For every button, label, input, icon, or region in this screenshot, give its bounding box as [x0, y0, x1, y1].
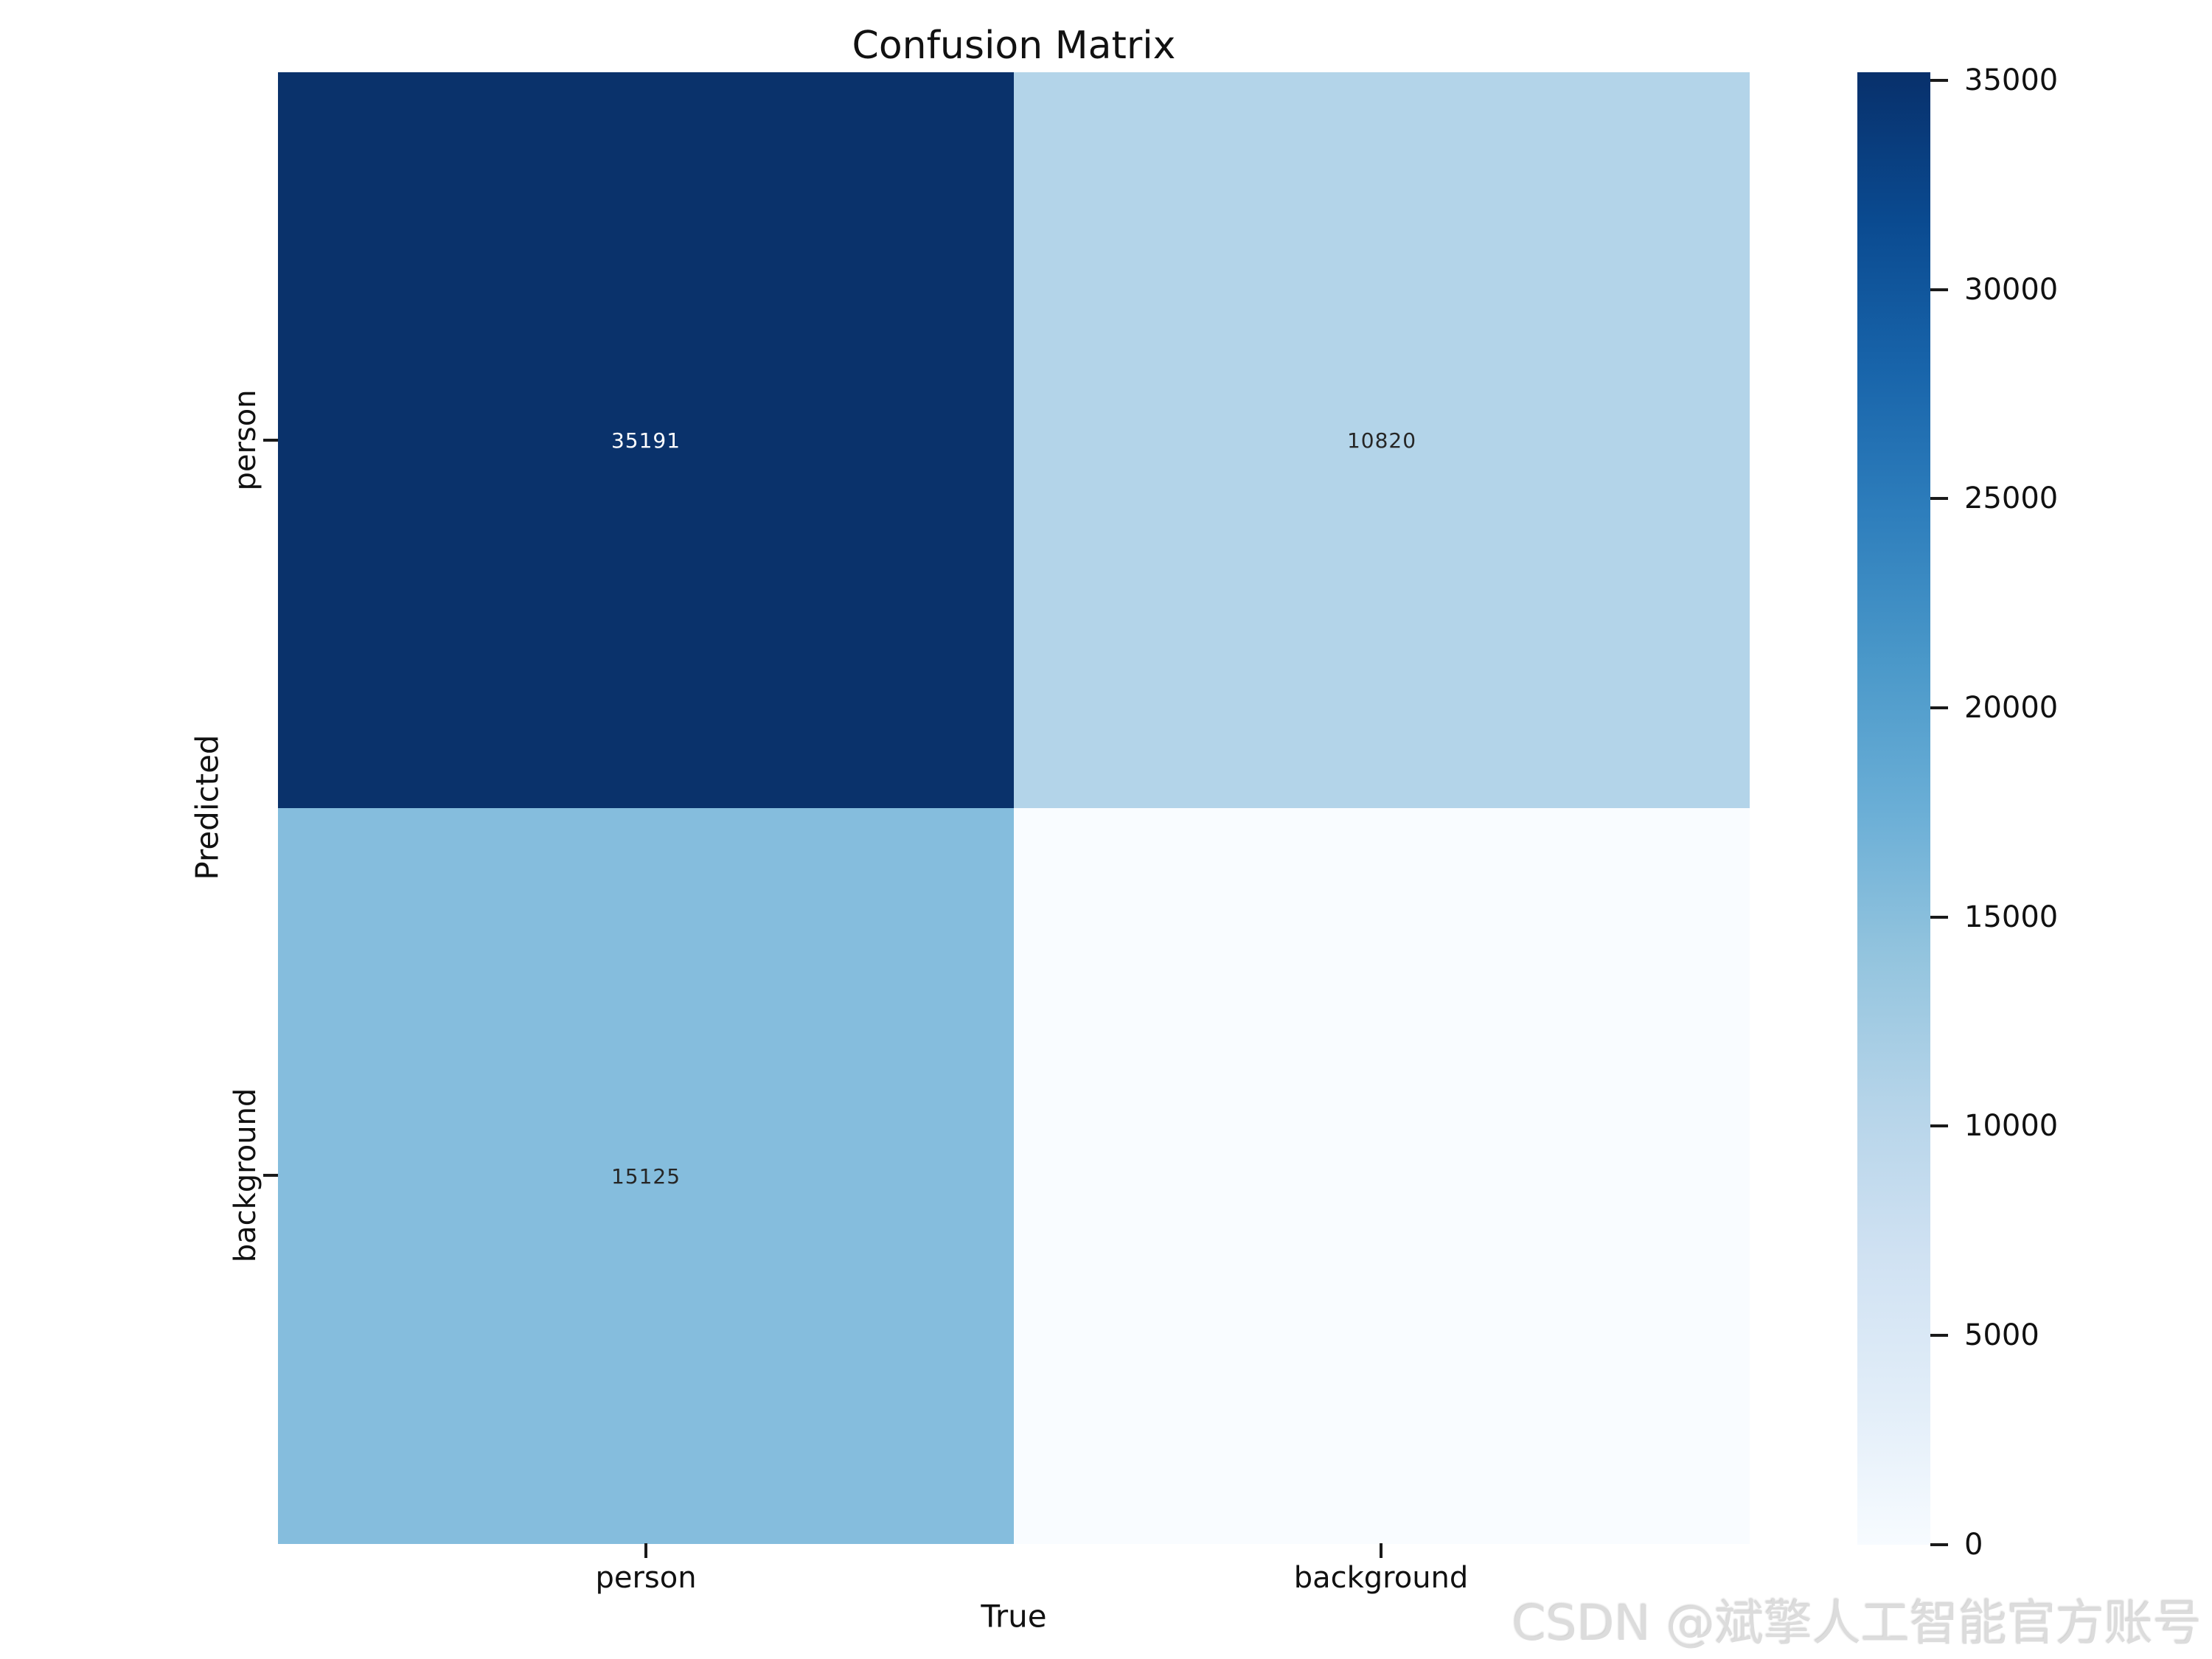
cell-annotation: 10820	[1346, 428, 1417, 453]
colorbar-tick-label: 10000	[1964, 1109, 2059, 1143]
x-tick-label-background: background	[1293, 1561, 1469, 1595]
y-tick-mark	[263, 1174, 278, 1177]
colorbar-tick-label: 5000	[1964, 1318, 2039, 1352]
colorbar-tick-label: 0	[1964, 1528, 1983, 1562]
heatmap-cell-background-background	[1014, 808, 1750, 1544]
heatmap-cell-person-person: 35191	[278, 72, 1014, 808]
colorbar-tick-mark	[1930, 497, 1948, 500]
colorbar-tick-label: 25000	[1964, 481, 2059, 515]
colorbar-tick-mark	[1930, 1334, 1948, 1337]
colorbar-tick-mark	[1930, 706, 1948, 709]
x-axis-label: True	[981, 1598, 1047, 1635]
y-tick-label-person: person	[229, 389, 262, 491]
colorbar-tick-mark	[1930, 1124, 1948, 1127]
chart-title: Confusion Matrix	[852, 24, 1176, 68]
colorbar-tick-mark	[1930, 288, 1948, 291]
heatmap: 35191 10820 15125	[278, 72, 1750, 1544]
colorbar-tick-mark	[1930, 916, 1948, 919]
x-tick-mark	[1380, 1543, 1382, 1558]
heatmap-cell-background-person: 15125	[278, 808, 1014, 1544]
colorbar-tick-mark	[1930, 1543, 1948, 1546]
colorbar-tick-label: 30000	[1964, 273, 2059, 307]
y-tick-mark	[263, 439, 278, 442]
x-tick-label-person: person	[595, 1561, 697, 1595]
cell-annotation: 35191	[611, 428, 681, 453]
cell-annotation: 15125	[611, 1164, 681, 1189]
y-axis-label: Predicted	[189, 734, 226, 880]
colorbar-tick-label: 35000	[1964, 63, 2059, 97]
y-tick-label-background: background	[229, 1088, 262, 1263]
colorbar-tick-label: 20000	[1964, 691, 2059, 725]
colorbar-tick-label: 15000	[1964, 900, 2059, 934]
heatmap-cell-person-background: 10820	[1014, 72, 1750, 808]
x-tick-mark	[644, 1543, 647, 1558]
watermark-text: CSDN @斌擎人工智能官方账号	[1512, 1595, 2202, 1652]
colorbar-tick-mark	[1930, 79, 1948, 82]
colorbar-gradient	[1857, 72, 1930, 1545]
